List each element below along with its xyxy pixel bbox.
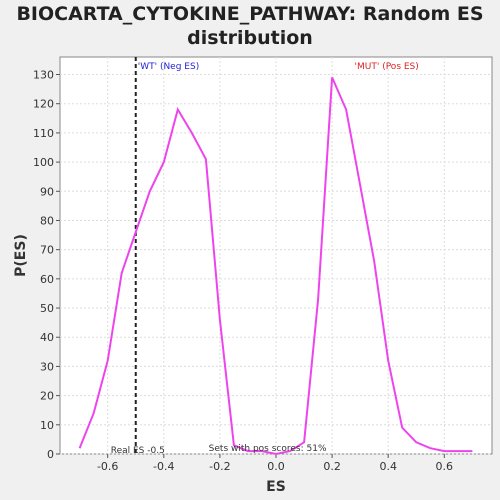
pos-scores-annotation: Sets with pos scores: 51% (209, 444, 327, 454)
series-line (78, 77, 473, 456)
x-axis-label: ES (266, 479, 286, 495)
y-tick-label: 60 (40, 273, 54, 286)
real-es-annotation: Real ES -0.5 (111, 446, 165, 456)
y-tick-label: 40 (40, 331, 54, 344)
y-tick-label: 110 (33, 127, 54, 140)
x-tick-label: 0.6 (436, 460, 454, 473)
x-tick-label: 0.0 (267, 460, 285, 473)
y-tick-label: 70 (40, 244, 54, 257)
x-tick-label: -0.4 (153, 460, 174, 473)
y-tick-label: 0 (47, 448, 54, 461)
y-tick-label: 30 (40, 360, 54, 373)
grid (60, 57, 492, 455)
y-tick-label: 100 (33, 156, 54, 169)
x-tick-label: -0.2 (209, 460, 230, 473)
x-tick-label: 0.2 (323, 460, 341, 473)
x-tick-label: -0.6 (97, 460, 118, 473)
y-tick-label: 80 (40, 214, 54, 227)
plot-area (59, 56, 493, 455)
y-tick-label: 20 (40, 390, 54, 403)
chart-title: BIOCARTA_CYTOKINE_PATHWAY: Random ES dis… (0, 2, 500, 50)
y-axis-label: P(ES) (13, 234, 29, 277)
y-tick-label: 130 (33, 69, 54, 82)
chart-title-line1: BIOCARTA_CYTOKINE_PATHWAY: Random ES (16, 3, 484, 25)
wt-annotation: 'WT' (Neg ES) (138, 62, 199, 72)
chart-title-line2: distribution (187, 27, 313, 49)
x-tick-label: 0.4 (379, 460, 397, 473)
y-tick-label: 90 (40, 185, 54, 198)
mut-annotation: 'MUT' (Pos ES) (355, 62, 419, 72)
y-tick-label: 10 (40, 419, 54, 432)
y-tick-label: 50 (40, 302, 54, 315)
axis-ticks: 0 10 20 30 40 50 60 70 80 90 100 110 120 130 -0.6 -0.4 -… (33, 69, 453, 473)
y-tick-label: 120 (33, 98, 54, 111)
